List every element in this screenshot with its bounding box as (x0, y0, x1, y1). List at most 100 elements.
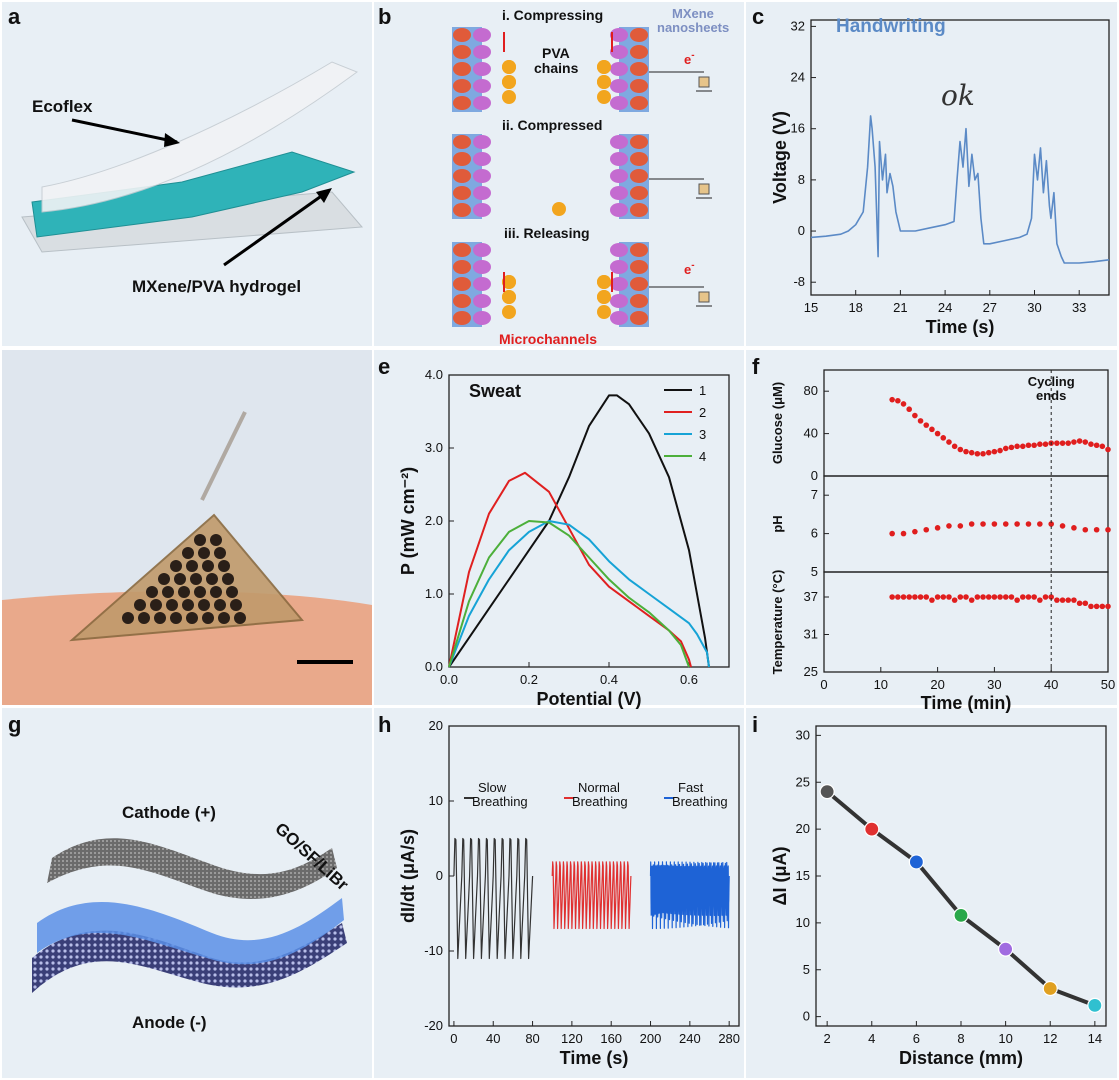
positive-charge-right (630, 203, 648, 217)
negative-charge-right (610, 260, 628, 274)
positive-charge-right (630, 135, 648, 149)
electron-symbol-bottom: e (684, 262, 691, 277)
electrode-dot (150, 599, 162, 611)
data-point (953, 907, 969, 923)
negative-charge-right (610, 186, 628, 200)
x-tick-label: 33 (1072, 300, 1086, 315)
cation (502, 290, 516, 304)
electron-label-top: e- (684, 50, 695, 67)
data-point (1025, 521, 1032, 527)
y-tick-label: 37 (804, 589, 818, 604)
x-tick-label: 240 (679, 1031, 701, 1046)
data-point (1008, 594, 1015, 600)
positive-charge-right (630, 28, 648, 42)
electrode-dot (158, 573, 170, 585)
pva-label: PVA (542, 45, 570, 61)
legend-label-line1-1: Normal (578, 780, 620, 795)
positive-charge-left (453, 186, 471, 200)
panel-label-f: f (752, 354, 760, 379)
data-point (940, 435, 947, 441)
positive-charge-right (630, 294, 648, 308)
tweezers (200, 411, 247, 501)
panel-a-illustration: Ecoflex MXene/PVA hydrogel (21, 61, 364, 296)
electrode-array (122, 534, 246, 624)
data-point (1099, 603, 1106, 610)
electrode-dot (222, 573, 234, 585)
data-point (1042, 441, 1049, 447)
x-tick-label: 50 (1101, 677, 1115, 692)
y-tick-label: 0 (436, 868, 443, 883)
cation (597, 275, 611, 289)
cation (502, 75, 516, 89)
y-tick-label: 5 (803, 962, 810, 977)
cation (597, 90, 611, 104)
negative-charge-left (473, 45, 491, 59)
load-resistor (698, 183, 710, 195)
negative-charge-left (473, 311, 491, 325)
electron-symbol-top: e (684, 52, 691, 67)
data-point (998, 941, 1014, 957)
panel-b-schematic: i. Compressing ii. Compressed iii. Relea… (452, 6, 729, 347)
y-axis-label: ΔI (μA) (770, 847, 790, 906)
data-point (864, 821, 880, 837)
nanosheets-label: nanosheets (657, 20, 729, 35)
data-point (1105, 526, 1111, 533)
electrode-dot (170, 560, 182, 572)
y-tick-label: 80 (804, 383, 818, 398)
data-point (1002, 445, 1009, 452)
positive-charge-left (453, 260, 471, 274)
electrode-dot (138, 612, 150, 624)
chart-title: Sweat (469, 381, 521, 401)
cation (502, 60, 516, 74)
panel-g-illustration: Cathode (+) Anode (-) GO/SF/LiBr (32, 803, 352, 1032)
y-tick-label: 15 (796, 868, 810, 883)
panel-g-bg (2, 708, 372, 1078)
y-tick-label: 24 (791, 70, 805, 85)
data-point (980, 450, 986, 457)
data-point (1037, 521, 1043, 527)
electrode-dot (210, 586, 222, 598)
chains-label: chains (534, 60, 579, 76)
cation (597, 75, 611, 89)
x-axis-label: Potential (V) (536, 689, 641, 709)
plot-frame (815, 725, 1107, 1027)
hydrogel-arrowhead (316, 188, 332, 203)
data-point (889, 530, 895, 537)
data-point (819, 784, 835, 800)
data-point (934, 594, 941, 600)
y-tick-label: 6 (811, 526, 818, 541)
x-tick-label: 0 (450, 1031, 457, 1046)
positive-charge-left (453, 243, 471, 257)
x-tick-label: 80 (525, 1031, 539, 1046)
legend-label-line1-0: Slow (478, 780, 507, 795)
legend-label-3: 3 (699, 427, 706, 442)
data-point (1014, 521, 1020, 527)
data-point (991, 594, 998, 600)
data-point (1037, 597, 1043, 603)
positive-charge-left (453, 277, 471, 291)
cation (502, 275, 516, 289)
cycling-annotation-line2: ends (1036, 388, 1066, 403)
y-tick-label: 10 (796, 915, 810, 930)
scale-bar (297, 660, 353, 664)
x-tick-label: 10 (874, 677, 888, 692)
data-point (1014, 443, 1020, 450)
y-axis-label: P (mW cm⁻²) (398, 467, 418, 575)
y-tick-label: 16 (791, 121, 805, 136)
cation (597, 305, 611, 319)
panel-c-bg (746, 2, 1117, 346)
negative-charge-left (473, 152, 491, 166)
data-point (1002, 521, 1009, 527)
negative-charge-left (473, 203, 491, 217)
negative-charge-right (610, 203, 628, 217)
electrode-dot (198, 599, 210, 611)
data-point (912, 594, 918, 600)
ecoflex-arrowhead (164, 133, 180, 147)
x-tick-label: 20 (930, 677, 944, 692)
electrode-dot (134, 599, 146, 611)
negative-charge-left (473, 79, 491, 93)
data-point (1093, 526, 1100, 533)
data-point (923, 594, 930, 600)
data-point (946, 594, 952, 600)
data-point (974, 450, 981, 457)
